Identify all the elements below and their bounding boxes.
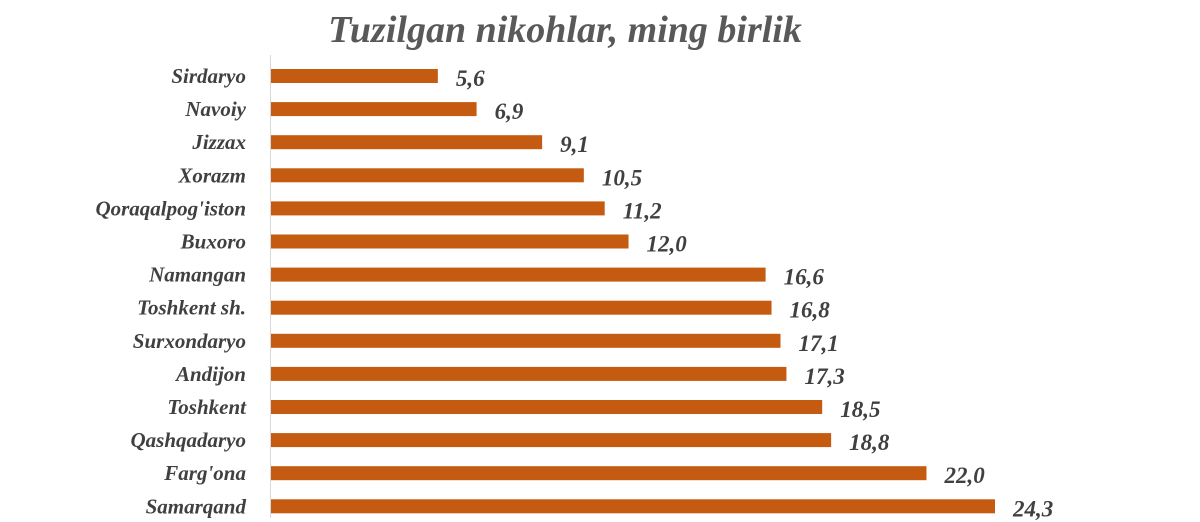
bar	[271, 400, 823, 414]
category-label: Samarqand	[146, 494, 247, 518]
bar	[271, 333, 781, 348]
value-label: 18,8	[849, 430, 890, 455]
value-label: 22,0	[943, 463, 985, 488]
bar	[271, 102, 477, 117]
bar	[271, 168, 584, 183]
value-label: 11,2	[623, 198, 662, 223]
bars-group: Sirdaryo 5,6 Navoiy 6,9 Jizzax 9,1 Xorazm 10,5 Q…	[95, 64, 1053, 521]
value-label: 16,6	[784, 265, 825, 290]
bar	[271, 466, 927, 481]
category-label: Xorazm	[177, 163, 246, 187]
bar	[271, 135, 543, 150]
value-label: 17,3	[804, 364, 844, 389]
value-label: 5,6	[456, 66, 485, 91]
chart-title: Tuzilgan nikohlar, ming birlik	[328, 9, 802, 51]
value-label: 9,1	[560, 132, 589, 157]
bar	[271, 366, 787, 381]
value-label: 18,5	[840, 397, 880, 422]
category-label: Surxondaryo	[133, 329, 246, 353]
value-label: 17,1	[798, 331, 838, 356]
category-label: Farg'ona	[163, 461, 246, 485]
value-label: 16,8	[790, 298, 831, 323]
category-label: Andijon	[174, 362, 246, 386]
bar	[271, 234, 629, 249]
value-label: 24,3	[1012, 496, 1053, 521]
category-label: Toshkent	[167, 395, 247, 419]
bar	[271, 267, 766, 282]
category-label: Jizzax	[191, 130, 246, 154]
bar	[271, 201, 605, 216]
category-label: Sirdaryo	[171, 64, 246, 88]
bar	[271, 300, 772, 315]
value-label: 12,0	[647, 232, 688, 257]
category-label: Buxoro	[180, 230, 246, 254]
value-label: 10,5	[602, 165, 642, 190]
category-label: Navoiy	[184, 97, 246, 121]
bar	[271, 69, 438, 83]
category-label: Toshkent sh.	[137, 296, 246, 320]
bar	[271, 433, 832, 448]
category-label: Namangan	[148, 263, 246, 287]
category-label: Qashqadaryo	[130, 428, 246, 452]
category-label: Qoraqalpog'iston	[95, 196, 246, 220]
bar	[271, 499, 995, 514]
value-label: 6,9	[495, 99, 524, 124]
